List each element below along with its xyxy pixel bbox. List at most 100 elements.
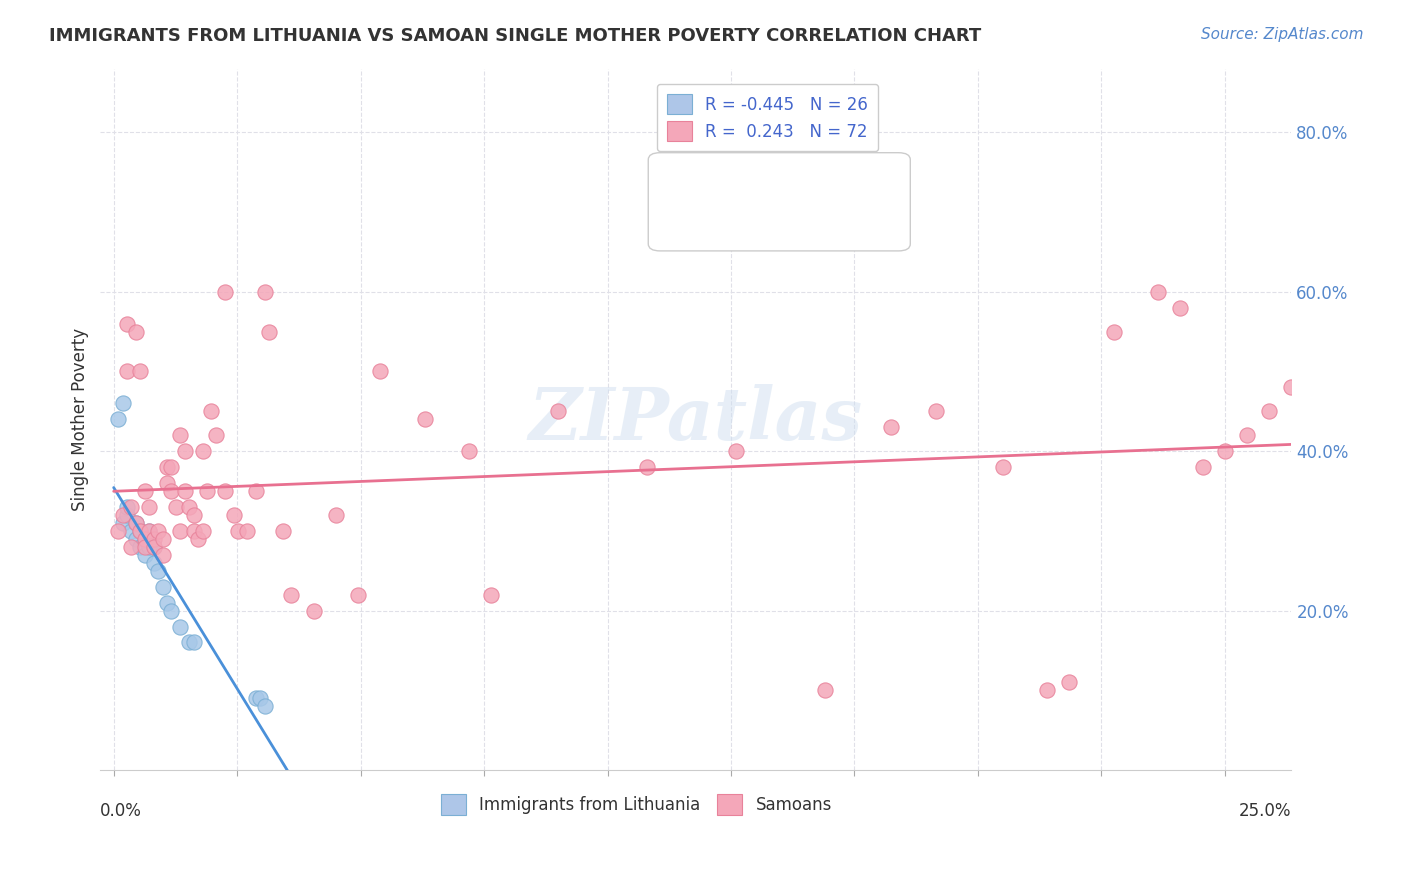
Y-axis label: Single Mother Poverty: Single Mother Poverty [72, 327, 89, 511]
Point [152, 580, 174, 594]
Point [121, 540, 143, 554]
Point [222, 508, 245, 522]
Point [115, 500, 138, 514]
Point [302, 603, 325, 617]
Point [1170, 301, 1192, 315]
Legend: Immigrants from Lithuania, Samoans: Immigrants from Lithuania, Samoans [430, 784, 842, 825]
Point [1213, 444, 1236, 458]
Point [214, 483, 236, 498]
Point [129, 524, 152, 538]
Point [142, 556, 165, 570]
Point [129, 540, 152, 554]
Point [195, 483, 218, 498]
Point [134, 548, 156, 562]
Point [183, 508, 205, 522]
Point [325, 508, 347, 522]
Text: 25.0%: 25.0% [1239, 802, 1292, 820]
Point [121, 524, 143, 538]
Point [160, 483, 183, 498]
Point [142, 540, 165, 554]
Point [115, 317, 138, 331]
Point [129, 524, 152, 538]
Point [165, 500, 187, 514]
Point [169, 619, 191, 633]
Text: IMMIGRANTS FROM LITHUANIA VS SAMOAN SINGLE MOTHER POVERTY CORRELATION CHART: IMMIGRANTS FROM LITHUANIA VS SAMOAN SING… [49, 27, 981, 45]
Point [249, 691, 271, 706]
Point [115, 508, 138, 522]
Point [191, 444, 214, 458]
Point [925, 404, 948, 418]
Point [413, 412, 436, 426]
Point [111, 516, 134, 530]
Point [880, 420, 903, 434]
Point [111, 396, 134, 410]
Text: ZIPatlas: ZIPatlas [529, 384, 863, 455]
Point [370, 364, 392, 378]
Point [1191, 460, 1213, 475]
Point [138, 524, 160, 538]
Point [134, 483, 156, 498]
Point [1236, 428, 1258, 442]
Point [129, 364, 152, 378]
Point [111, 508, 134, 522]
Point [183, 524, 205, 538]
Point [134, 532, 156, 546]
Point [160, 460, 183, 475]
Point [156, 596, 179, 610]
FancyBboxPatch shape [648, 153, 910, 251]
Text: 0.0%: 0.0% [100, 802, 142, 820]
Point [115, 364, 138, 378]
Point [245, 691, 267, 706]
Point [481, 588, 503, 602]
Point [200, 404, 222, 418]
Point [169, 428, 191, 442]
Point [1258, 404, 1281, 418]
Point [187, 532, 209, 546]
Point [138, 540, 160, 554]
Point [253, 285, 276, 299]
Point [125, 516, 148, 530]
Point [146, 564, 169, 578]
Point [245, 483, 267, 498]
Point [1281, 380, 1303, 394]
Point [271, 524, 294, 538]
Point [134, 532, 156, 546]
Text: Source: ZipAtlas.com: Source: ZipAtlas.com [1201, 27, 1364, 42]
Point [156, 460, 179, 475]
Point [458, 444, 481, 458]
Point [191, 524, 214, 538]
Point [138, 524, 160, 538]
Point [107, 412, 129, 426]
Point [205, 428, 228, 442]
Point [347, 588, 370, 602]
Point [156, 476, 179, 491]
Point [280, 588, 302, 602]
Point [814, 683, 837, 698]
Point [1102, 325, 1125, 339]
Point [152, 548, 174, 562]
Point [107, 524, 129, 538]
Point [236, 524, 259, 538]
Point [991, 460, 1014, 475]
Point [169, 524, 191, 538]
Point [183, 635, 205, 649]
Point [214, 285, 236, 299]
Point [253, 699, 276, 714]
Point [152, 532, 174, 546]
Point [121, 500, 143, 514]
Point [636, 460, 658, 475]
Point [142, 540, 165, 554]
Point [173, 444, 195, 458]
Point [1036, 683, 1059, 698]
Point [160, 603, 183, 617]
Point [125, 532, 148, 546]
Point [173, 483, 195, 498]
Point [1057, 675, 1080, 690]
Point [179, 500, 201, 514]
Point [257, 325, 280, 339]
Point [138, 500, 160, 514]
Point [1147, 285, 1170, 299]
Point [547, 404, 569, 418]
Point [226, 524, 249, 538]
Point [142, 532, 165, 546]
